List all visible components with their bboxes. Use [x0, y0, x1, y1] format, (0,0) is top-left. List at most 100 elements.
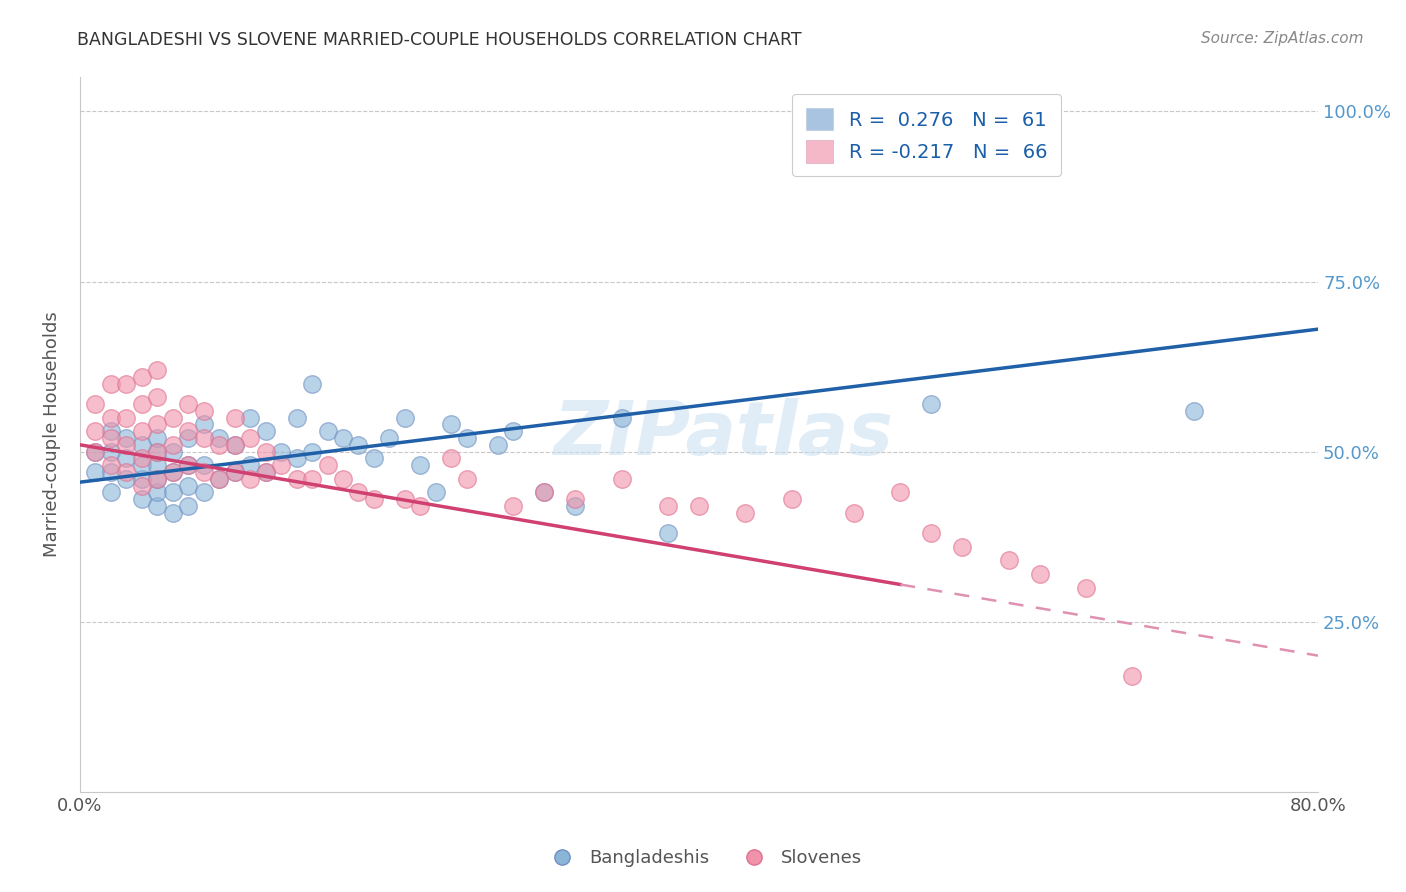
Point [84, 465, 107, 479]
Point [131, 492, 153, 507]
Point [780, 492, 803, 507]
Point [657, 499, 679, 513]
Point [1121, 669, 1143, 683]
Point [347, 438, 370, 452]
Point [920, 526, 942, 541]
Point [84, 424, 107, 438]
Point [131, 451, 153, 466]
Legend: Bangladeshis, Slovenes: Bangladeshis, Slovenes [537, 842, 869, 874]
Point [657, 526, 679, 541]
Point [193, 417, 215, 432]
Point [502, 499, 524, 513]
Point [131, 438, 153, 452]
Point [224, 465, 246, 479]
Point [347, 485, 370, 500]
Point [239, 472, 262, 486]
Point [208, 472, 231, 486]
Point [270, 444, 292, 458]
Point [115, 472, 138, 486]
Point [301, 444, 323, 458]
Point [425, 485, 447, 500]
Point [224, 410, 246, 425]
Point [100, 424, 122, 438]
Point [842, 506, 865, 520]
Point [610, 410, 633, 425]
Point [177, 424, 200, 438]
Point [270, 458, 292, 473]
Point [208, 472, 231, 486]
Point [997, 553, 1019, 567]
Point [162, 506, 184, 520]
Point [162, 444, 184, 458]
Point [316, 458, 339, 473]
Point [115, 438, 138, 452]
Point [177, 478, 200, 492]
Point [146, 472, 169, 486]
Point [254, 444, 277, 458]
Point [100, 465, 122, 479]
Point [285, 410, 308, 425]
Point [177, 499, 200, 513]
Point [285, 451, 308, 466]
Point [564, 499, 586, 513]
Point [162, 465, 184, 479]
Point [239, 431, 262, 445]
Point [1074, 581, 1097, 595]
Point [131, 472, 153, 486]
Point [115, 451, 138, 466]
Point [146, 431, 169, 445]
Point [193, 431, 215, 445]
Point [100, 431, 122, 445]
Point [100, 485, 122, 500]
Point [363, 492, 385, 507]
Point [224, 465, 246, 479]
Point [193, 485, 215, 500]
Point [193, 458, 215, 473]
Point [162, 438, 184, 452]
Point [409, 458, 432, 473]
Point [1028, 567, 1050, 582]
Point [84, 397, 107, 411]
Point [316, 424, 339, 438]
Point [409, 499, 432, 513]
Point [84, 444, 107, 458]
Point [100, 444, 122, 458]
Point [224, 438, 246, 452]
Point [131, 458, 153, 473]
Point [131, 478, 153, 492]
Point [162, 485, 184, 500]
Point [254, 465, 277, 479]
Point [100, 410, 122, 425]
Point [533, 485, 555, 500]
Point [146, 444, 169, 458]
Point [146, 458, 169, 473]
Point [564, 492, 586, 507]
Point [177, 431, 200, 445]
Point [332, 431, 354, 445]
Point [440, 417, 463, 432]
Point [208, 438, 231, 452]
Point [456, 431, 478, 445]
Point [486, 438, 509, 452]
Point [332, 472, 354, 486]
Point [1182, 403, 1205, 417]
Point [285, 472, 308, 486]
Point [239, 458, 262, 473]
Point [610, 472, 633, 486]
Point [115, 376, 138, 391]
Point [378, 431, 401, 445]
Point [146, 417, 169, 432]
Point [224, 438, 246, 452]
Point [162, 410, 184, 425]
Point [146, 363, 169, 377]
Point [100, 376, 122, 391]
Text: ZIPatlas: ZIPatlas [554, 398, 894, 471]
Point [146, 485, 169, 500]
Point [950, 540, 973, 554]
Point [115, 410, 138, 425]
Point [456, 472, 478, 486]
Point [440, 451, 463, 466]
Point [502, 424, 524, 438]
Text: Source: ZipAtlas.com: Source: ZipAtlas.com [1201, 31, 1364, 46]
Point [301, 472, 323, 486]
